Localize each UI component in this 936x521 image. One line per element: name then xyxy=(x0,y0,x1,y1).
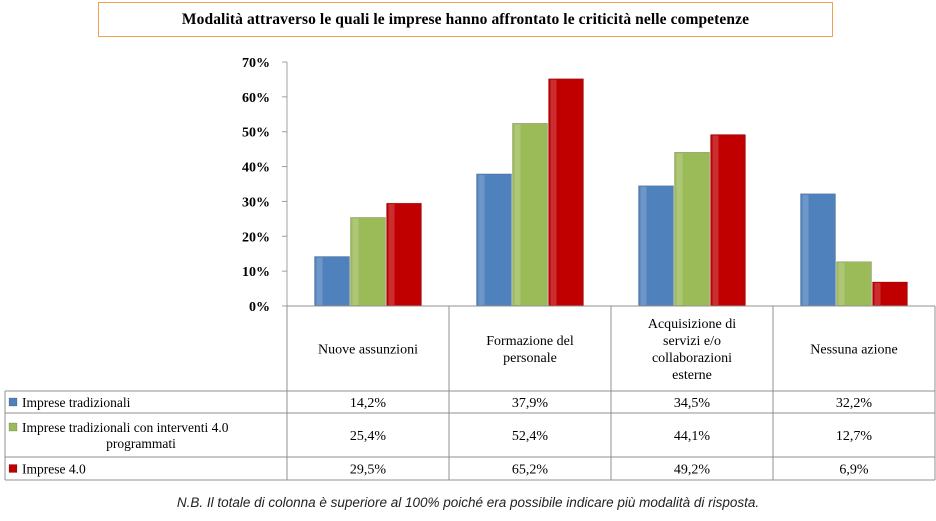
bar xyxy=(350,217,386,307)
table-cell-value: 37,9% xyxy=(512,396,549,411)
category-label: Nessuna azione xyxy=(810,343,897,358)
category-label: Acquisizione di xyxy=(648,317,736,332)
y-tick-label: 60% xyxy=(242,91,270,106)
bar-highlight xyxy=(352,218,359,305)
bar-highlight xyxy=(802,194,809,305)
bar-highlight xyxy=(514,124,521,305)
table-cell-value: 52,4% xyxy=(512,429,549,444)
category-label: esterne xyxy=(672,368,712,383)
y-tick-label: 40% xyxy=(242,161,270,176)
table-cell-value: 44,1% xyxy=(674,429,711,444)
bar xyxy=(836,261,872,307)
bar-highlight xyxy=(550,79,557,305)
y-tick-label: 70% xyxy=(242,56,270,71)
bar xyxy=(386,202,422,307)
category-label: Nuove assunzioni xyxy=(318,343,418,358)
bar-highlight xyxy=(388,204,395,305)
y-tick-label: 30% xyxy=(242,195,270,210)
y-tick-label: 50% xyxy=(242,126,270,141)
bar-highlight xyxy=(316,257,323,305)
table-cell-value: 49,2% xyxy=(674,463,711,478)
y-tick-label: 0% xyxy=(249,300,270,315)
bar xyxy=(800,193,836,307)
category-label: personale xyxy=(503,351,557,366)
bar-highlight xyxy=(838,262,845,305)
bar-highlight xyxy=(712,135,719,305)
legend-label: Imprese 4.0 xyxy=(22,462,86,477)
bar-highlight xyxy=(676,153,683,305)
bar xyxy=(476,173,512,307)
table-cell-value: 25,4% xyxy=(350,429,387,444)
bar-highlight xyxy=(478,174,485,305)
category-label: collaborazioni xyxy=(652,351,732,366)
y-tick-label: 10% xyxy=(242,265,270,280)
table-cell-value: 65,2% xyxy=(512,463,549,478)
bar xyxy=(710,134,746,307)
legend-label: programmati xyxy=(106,436,176,451)
table-cell-value: 34,5% xyxy=(674,396,711,411)
table-cell-value: 29,5% xyxy=(350,463,387,478)
category-label: servizi e/o xyxy=(663,334,721,349)
chart-title-box: Modalità attraverso le quali le imprese … xyxy=(98,2,833,37)
bar xyxy=(872,281,908,307)
bar xyxy=(674,151,710,307)
legend-swatch xyxy=(8,464,18,473)
legend-label: Imprese tradizionali con interventi 4.0 xyxy=(22,420,229,435)
chart-title: Modalità attraverso le quali le imprese … xyxy=(181,10,750,28)
legend-swatch xyxy=(8,422,18,432)
legend-label: Imprese tradizionali xyxy=(22,395,131,410)
bar-highlight xyxy=(640,186,647,305)
footnote: N.B. Il totale di colonna è superiore al… xyxy=(176,495,760,510)
bar-chart: 0% 10% 20% 30% 40% 50% 60% 70% Nuove assunzioni F… xyxy=(4,56,936,481)
table-cell-value: 14,2% xyxy=(350,396,387,411)
y-tick-label: 20% xyxy=(242,230,270,245)
bar xyxy=(638,185,674,307)
bar xyxy=(314,256,350,307)
legend-swatch xyxy=(8,397,18,407)
category-label: Formazione del xyxy=(486,334,574,349)
bar xyxy=(548,78,584,307)
bar-highlight xyxy=(874,282,881,305)
table-cell-value: 12,7% xyxy=(836,429,873,444)
table-cell-value: 6,9% xyxy=(839,463,869,478)
table-cell-value: 32,2% xyxy=(836,396,873,411)
